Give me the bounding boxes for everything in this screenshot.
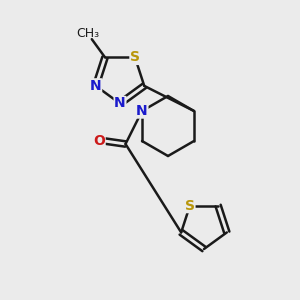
- Text: N: N: [136, 104, 148, 118]
- Text: N: N: [114, 97, 126, 110]
- Text: N: N: [90, 79, 102, 93]
- Text: O: O: [93, 134, 105, 148]
- Text: S: S: [130, 50, 140, 64]
- Text: CH₃: CH₃: [76, 27, 100, 40]
- Text: S: S: [185, 199, 195, 213]
